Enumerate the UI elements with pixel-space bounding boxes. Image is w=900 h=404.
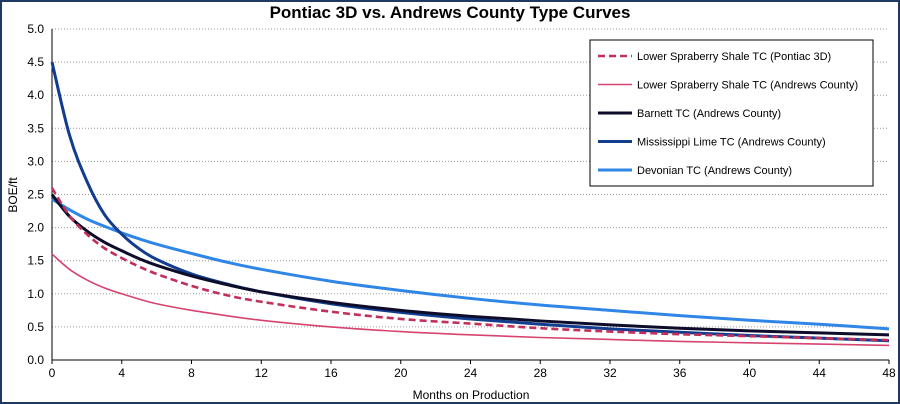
x-tick-label: 36 [673, 366, 687, 380]
chart-title: Pontiac 3D vs. Andrews County Type Curve… [269, 3, 631, 22]
x-tick-label: 12 [255, 366, 269, 380]
x-tick-label: 28 [534, 366, 548, 380]
y-tick-label: 4.5 [27, 55, 44, 69]
series-line [50, 187, 890, 342]
legend-entry-label: Devonian TC (Andrews County) [637, 165, 792, 177]
y-tick-label: 3.0 [27, 154, 44, 168]
y-tick-label: 2.5 [27, 188, 44, 202]
y-tick-label: 1.5 [27, 254, 44, 268]
legend-entry-label: Barnett TC (Andrews County) [637, 108, 781, 120]
x-tick-label: 16 [324, 366, 338, 380]
series-lines [50, 61, 890, 347]
x-tick-label: 8 [188, 366, 195, 380]
x-tick-label: 32 [603, 366, 617, 380]
x-tick-label: 20 [394, 366, 408, 380]
y-tick-label: 2.0 [27, 221, 44, 235]
y-tick-label: 3.5 [27, 121, 44, 135]
series-line [51, 253, 890, 347]
x-tick-label: 40 [743, 366, 757, 380]
legend: Lower Spraberry Shale TC (Pontiac 3D) Low… [589, 39, 874, 187]
x-tick-label: 24 [464, 366, 478, 380]
series-line [50, 193, 890, 337]
y-tick-label: 5.0 [27, 22, 44, 36]
x-tick-label: 44 [813, 366, 827, 380]
x-tick-label: 4 [118, 366, 125, 380]
legend-entry-label: Lower Spraberry Shale TC (Pontiac 3D) [637, 51, 831, 63]
y-tick-label: 4.0 [27, 88, 44, 102]
legend-entry-label: Lower Spraberry Shale TC (Andrews County… [637, 80, 858, 92]
x-tick-label: 48 [882, 366, 896, 380]
y-tick-label: 0.5 [27, 320, 44, 334]
y-tick-label: 0.0 [27, 353, 44, 367]
x-axis-label: Months on Production [413, 388, 530, 402]
x-tick-label: 0 [49, 366, 56, 380]
legend-box [589, 39, 874, 187]
series-line [51, 197, 890, 331]
legend-entry-label: Mississippi Lime TC (Andrews County) [637, 137, 826, 149]
x-axis-ticks: 0 4 8 12 16 20 24 28 32 36 40 44 48 [49, 360, 896, 380]
y-axis-label: BOE/ft [6, 177, 20, 213]
y-axis-ticks: 0.0 0.5 1.0 1.5 2.0 2.5 3.0 3.5 4.0 4.5 5.0 [27, 22, 44, 367]
y-tick-label: 1.0 [27, 287, 44, 301]
